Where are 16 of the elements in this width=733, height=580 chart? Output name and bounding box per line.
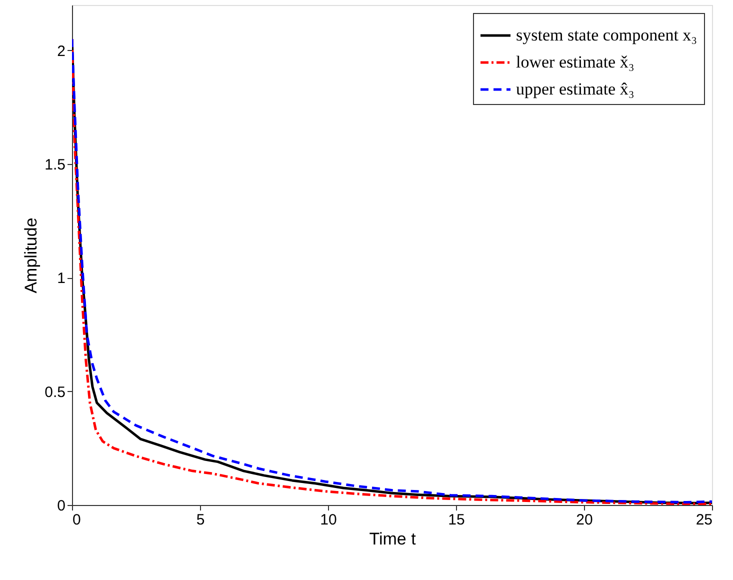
x-axis-title: Time t xyxy=(369,530,416,548)
x-tick-label: 0 xyxy=(72,512,81,528)
y-tick-label: 1.5 xyxy=(44,156,66,174)
x-tick-label: 10 xyxy=(320,512,337,528)
y-tick-label: 0 xyxy=(57,498,66,514)
y-tick-label: 0.5 xyxy=(44,384,66,401)
y-tick-label: 2 xyxy=(57,42,66,60)
legend-label: upper estimate x̂₃ xyxy=(516,80,634,98)
x-tick-label: 20 xyxy=(576,512,593,528)
x-tick-label: 25 xyxy=(696,512,712,528)
x-tick-label: 15 xyxy=(448,512,465,528)
y-tick-label: 1 xyxy=(57,270,66,288)
legend-label: lower estimate x̌₃ xyxy=(516,52,634,72)
legend-label: system state component x₃ xyxy=(516,26,698,44)
x-tick-label: 5 xyxy=(196,512,205,528)
y-axis-title: Amplitude xyxy=(22,218,41,294)
